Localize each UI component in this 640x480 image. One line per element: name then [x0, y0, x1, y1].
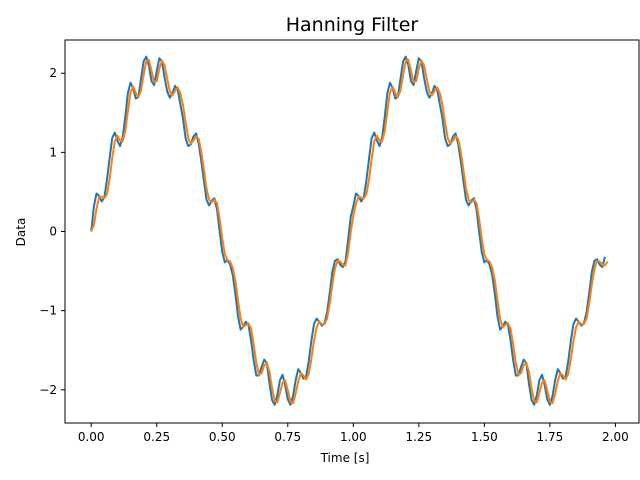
- chart-title: Hanning Filter: [286, 14, 419, 36]
- x-tick-label: 2.00: [602, 430, 629, 444]
- x-tick-label: 0.00: [78, 430, 105, 444]
- axes-frame: [64, 39, 640, 424]
- x-axis-label: Time [s]: [320, 451, 370, 465]
- x-tick-label: 1.00: [340, 430, 367, 444]
- x-tick-label: 1.50: [471, 430, 498, 444]
- plot-area: [90, 55, 609, 406]
- y-axis: −2 −1 0 1 2: [39, 66, 65, 397]
- x-tick-label: 0.25: [143, 430, 170, 444]
- x-tick-label: 0.50: [209, 430, 236, 444]
- y-axis-label: Data: [14, 218, 28, 247]
- y-tick-label: −1: [39, 304, 57, 318]
- x-axis: 0.00 0.25 0.50 0.75 1.00 1.25 1.50 1.75 2.00: [78, 423, 629, 444]
- x-tick-label: 1.75: [537, 430, 564, 444]
- y-tick-label: 0: [49, 225, 57, 239]
- x-tick-label: 1.25: [405, 430, 432, 444]
- series-line-2: [90, 58, 609, 405]
- x-tick-label: 0.75: [274, 430, 301, 444]
- y-tick-label: −2: [39, 383, 57, 397]
- y-tick-label: 2: [49, 66, 57, 80]
- y-tick-label: 1: [49, 145, 57, 159]
